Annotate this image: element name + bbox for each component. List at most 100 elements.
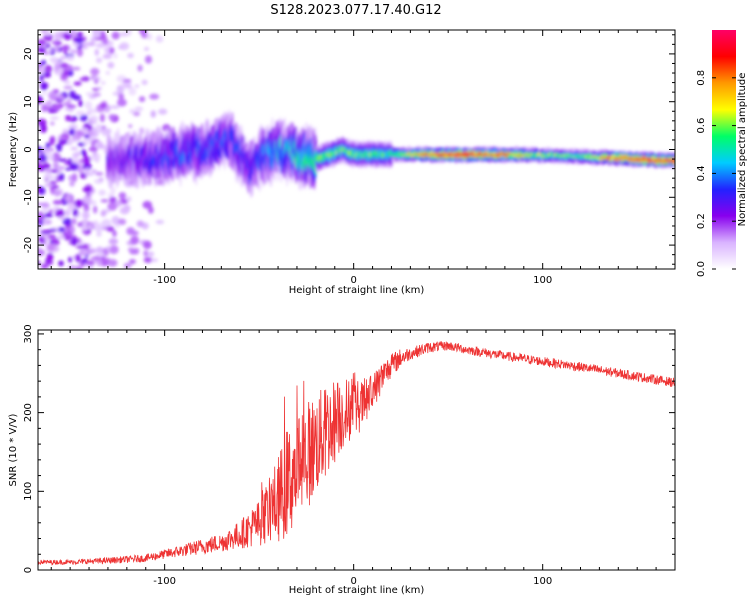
spectrogram-noise-cell	[72, 173, 78, 183]
spectrogram-noise-cell	[67, 265, 78, 269]
snr-y-axis-label: SNR (10 * V/V)	[8, 413, 19, 486]
spectrogram-noise-cell	[54, 43, 60, 53]
spectrogram-noise-cell	[87, 131, 95, 136]
spectrogram-noise-cell	[66, 141, 73, 146]
spectrogram-noise-cell	[52, 60, 63, 65]
spectrogram-noise-cell	[41, 203, 49, 207]
spectrogram-noise-cell	[88, 248, 97, 254]
spectrogram-noise-cell	[55, 62, 61, 71]
spectrogram-noise-cell	[92, 31, 102, 39]
spectrogram-noise-cell	[82, 162, 92, 171]
spectrogram-noise-cell	[56, 143, 62, 152]
spectrogram-noise-cell	[86, 229, 91, 233]
spectrogram-noise-cell	[102, 128, 107, 137]
spectrogram-noise-cell	[82, 186, 93, 193]
spectrogram-noise-cell	[94, 78, 99, 85]
spectrogram-noise-cell	[107, 61, 115, 69]
spectrogram-noise-cell	[53, 189, 61, 197]
spectrogram-noise-cell	[82, 243, 89, 251]
spectrogram-noise-cell	[96, 246, 104, 254]
spectrogram-noise-cell	[50, 169, 59, 173]
spectrogram-noise-cell	[143, 47, 150, 51]
spectrogram-noise-cell	[96, 225, 102, 234]
spectrogram-noise-cell	[90, 36, 96, 43]
spectrogram-noise-cell	[143, 250, 149, 257]
spectrogram-noise-cell	[90, 67, 100, 76]
spectrogram-noise-cell	[110, 105, 120, 109]
spectrogram-noise-cell	[142, 200, 153, 209]
spectrogram-y-tick-label: -10	[23, 189, 34, 205]
spectrogram-noise-cell	[121, 199, 128, 203]
spectrogram-x-tick-label: 0	[350, 275, 356, 286]
snr-frame	[37, 329, 676, 571]
spectrogram-noise-cell	[109, 47, 115, 55]
spectrogram-noise-cell	[139, 30, 148, 35]
spectrogram-noise-cell	[64, 209, 71, 217]
snr-y-tick-label: 100	[23, 482, 34, 501]
spectrogram-noise-cell	[119, 207, 130, 215]
spectrogram-noise-cell	[52, 199, 63, 205]
spectrogram-noise-cell	[95, 42, 106, 49]
spectrogram-noise-cell	[57, 158, 68, 162]
spectrogram-noise-cell	[88, 146, 98, 152]
spectrogram-noise-cell	[134, 106, 144, 112]
spectrogram-noise-cell	[144, 55, 153, 64]
spectrogram-noise-cell	[127, 52, 134, 59]
spectrogram-noise-cell	[81, 127, 89, 133]
spectrogram-noise-cell	[67, 202, 77, 212]
spectrogram-noise-cell	[94, 48, 99, 56]
spectrogram-noise-cell	[118, 192, 127, 199]
spectrogram-noise-cell	[39, 74, 44, 82]
spectrogram-noise-cell	[57, 234, 65, 240]
spectrogram-noise-cell	[97, 144, 105, 150]
spectrogram-noise-cell	[53, 31, 62, 41]
spectrogram-noise-cell	[64, 161, 69, 165]
spectrogram-noise-cell	[134, 84, 140, 88]
spectrogram-noise-cell	[55, 208, 65, 218]
spectrogram-noise-cell	[63, 80, 71, 85]
spectrogram-noise-cell	[101, 219, 112, 228]
spectrogram-noise-cell	[95, 171, 104, 176]
spectrogram-noise-cell	[51, 40, 58, 45]
spectrogram-noise-cell	[109, 245, 119, 255]
spectrogram-heatmap	[38, 30, 675, 269]
spectrogram-noise-cell	[71, 159, 81, 164]
spectrogram-noise-cell	[43, 71, 52, 78]
spectrogram-noise-cell	[38, 260, 41, 265]
spectrogram-noise-cell	[95, 124, 103, 134]
spectrogram-noise-cell	[95, 57, 103, 64]
spectrogram-noise-cell	[137, 64, 143, 72]
spectrogram-noise-cell	[99, 30, 106, 39]
spectrogram-noise-cell	[40, 229, 51, 235]
snr-series-line	[38, 341, 675, 566]
spectrogram-noise-cell	[82, 210, 90, 220]
spectrogram-noise-cell	[141, 79, 148, 86]
spectrogram-noise-cell	[53, 238, 60, 246]
spectrogram-noise-cell	[48, 209, 54, 214]
spectrogram-noise-cell	[41, 91, 48, 96]
spectrogram-noise-cell	[44, 164, 50, 169]
spectrogram-noise-cell	[100, 210, 107, 217]
spectrogram-noise-cell	[128, 124, 133, 128]
spectrogram-noise-cell	[45, 212, 50, 216]
spectrogram-noise-cell	[40, 263, 49, 269]
spectrogram-noise-cell	[49, 137, 54, 146]
spectrogram-noise-cell	[63, 85, 73, 90]
spectrogram-noise-cell	[107, 259, 118, 267]
spectrogram-noise-cell	[38, 49, 46, 53]
spectrogram-noise-cell	[108, 114, 116, 121]
spectrogram-noise-cell	[92, 92, 101, 97]
spectrogram-noise-cell	[40, 124, 47, 133]
spectrogram-noise-cell	[142, 240, 152, 250]
spectrogram-noise-cell	[102, 54, 113, 59]
spectrogram-noise-cell	[113, 53, 118, 59]
spectrogram-noise-cell	[85, 260, 95, 266]
snr-x-axis-label: Height of straight line (km)	[289, 585, 425, 596]
spectrogram-noise-cell	[83, 155, 91, 165]
spectrogram-noise-cell	[41, 60, 47, 65]
spectrogram-noise-cell	[48, 91, 57, 101]
spectrogram-noise-cell	[70, 224, 75, 234]
spectrogram-noise-cell	[59, 62, 69, 69]
colorbar-tick-label: 0.4	[696, 165, 707, 181]
spectrogram-noise-cell	[66, 55, 75, 62]
